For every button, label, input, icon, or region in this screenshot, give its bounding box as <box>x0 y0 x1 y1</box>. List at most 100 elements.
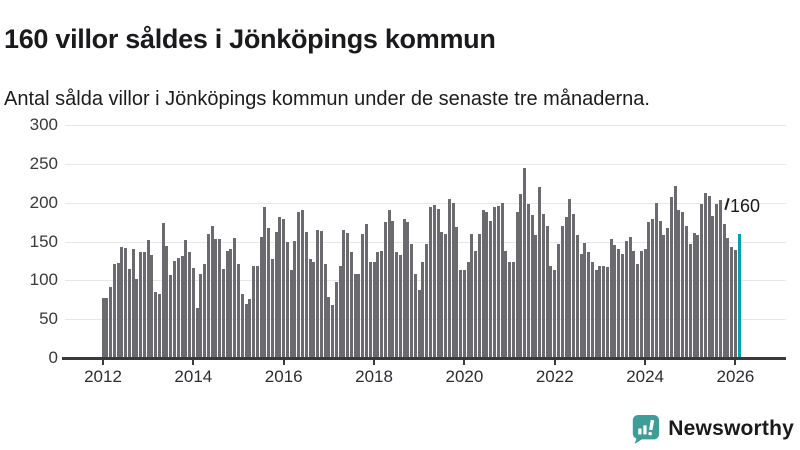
bar <box>127 268 131 358</box>
bar <box>715 204 719 358</box>
bar <box>342 229 346 358</box>
bar <box>722 223 726 358</box>
bar <box>316 229 320 358</box>
bar <box>199 274 203 358</box>
x-tick <box>102 359 104 365</box>
bar <box>568 198 572 358</box>
x-tick <box>373 359 376 365</box>
bar <box>267 227 271 358</box>
bar <box>334 281 338 358</box>
bar <box>436 208 440 358</box>
y-tick-label: 300 <box>29 115 58 134</box>
y-tick-label: 0 <box>48 348 58 367</box>
x-tick-label: 2012 <box>84 367 122 386</box>
x-tick-label: 2014 <box>174 367 213 386</box>
bar <box>549 265 553 358</box>
gridline <box>65 241 786 243</box>
x-tick-label: 2022 <box>535 367 574 386</box>
x-tick-label: 2016 <box>264 367 303 386</box>
bar <box>214 239 218 358</box>
bar <box>383 222 387 358</box>
bar <box>511 261 515 358</box>
bar <box>496 205 500 358</box>
bar <box>270 258 274 358</box>
bar <box>429 206 433 358</box>
newsworthy-logo[interactable]: Newsworthy <box>631 414 794 444</box>
page-subtitle: Antal sålda villor i Jönköpings kommun u… <box>4 88 650 110</box>
bar <box>707 196 711 358</box>
bar <box>353 274 357 358</box>
x-tick-label: 2024 <box>626 367 665 386</box>
plot-area <box>65 125 786 358</box>
bar <box>282 218 286 358</box>
x-tick-label: 2020 <box>445 367 484 386</box>
bar <box>210 225 214 358</box>
bar <box>692 232 696 358</box>
bar <box>346 232 350 358</box>
bar <box>647 222 651 358</box>
y-tick-label: 150 <box>29 231 58 251</box>
bar <box>233 238 237 358</box>
bar <box>662 235 666 358</box>
bar <box>485 212 489 358</box>
y-tick-label: 250 <box>29 153 58 173</box>
bar <box>161 222 165 358</box>
y-tick-label: 200 <box>29 192 58 212</box>
bar <box>191 267 195 358</box>
bar <box>206 233 210 358</box>
bar <box>157 294 161 358</box>
bar <box>504 250 508 358</box>
bar <box>718 199 722 358</box>
bar <box>380 250 384 358</box>
bar <box>681 212 685 358</box>
bar <box>105 298 109 358</box>
bar <box>730 246 734 358</box>
bar <box>124 247 128 358</box>
bar <box>259 236 263 358</box>
bar <box>425 243 429 358</box>
bar <box>515 212 519 358</box>
bar <box>583 243 587 358</box>
bar <box>523 167 527 358</box>
bar <box>304 232 308 358</box>
bar <box>508 262 512 358</box>
bar <box>139 251 143 358</box>
bar <box>349 252 353 358</box>
gridline <box>65 125 786 126</box>
bar <box>733 250 737 358</box>
page-title: 160 villor såldes i Jönköpings kommun <box>4 24 496 55</box>
bar <box>455 226 459 358</box>
bar <box>413 274 417 358</box>
bar <box>481 210 485 358</box>
bar <box>711 215 715 358</box>
bar <box>477 233 481 358</box>
bar <box>572 214 576 358</box>
bar <box>331 305 335 358</box>
bar <box>489 220 493 358</box>
bar <box>218 239 222 358</box>
bar <box>120 246 124 358</box>
bar <box>109 287 113 358</box>
gridline <box>65 202 786 204</box>
bar <box>639 250 643 358</box>
y-tick-label: 50 <box>39 309 58 329</box>
bar <box>658 220 662 358</box>
bar <box>146 239 150 358</box>
bar <box>613 245 617 358</box>
bar <box>673 185 677 358</box>
bar <box>541 214 545 358</box>
x-tick <box>192 359 195 365</box>
bar <box>135 278 139 358</box>
bar <box>391 220 395 358</box>
bar <box>323 264 327 358</box>
bar <box>538 187 542 358</box>
bar <box>203 264 207 358</box>
bar <box>225 250 229 358</box>
bar <box>154 291 158 358</box>
bar <box>112 264 116 358</box>
bar <box>444 233 448 358</box>
bar <box>553 270 557 358</box>
bar <box>621 253 625 358</box>
bar <box>263 207 267 358</box>
